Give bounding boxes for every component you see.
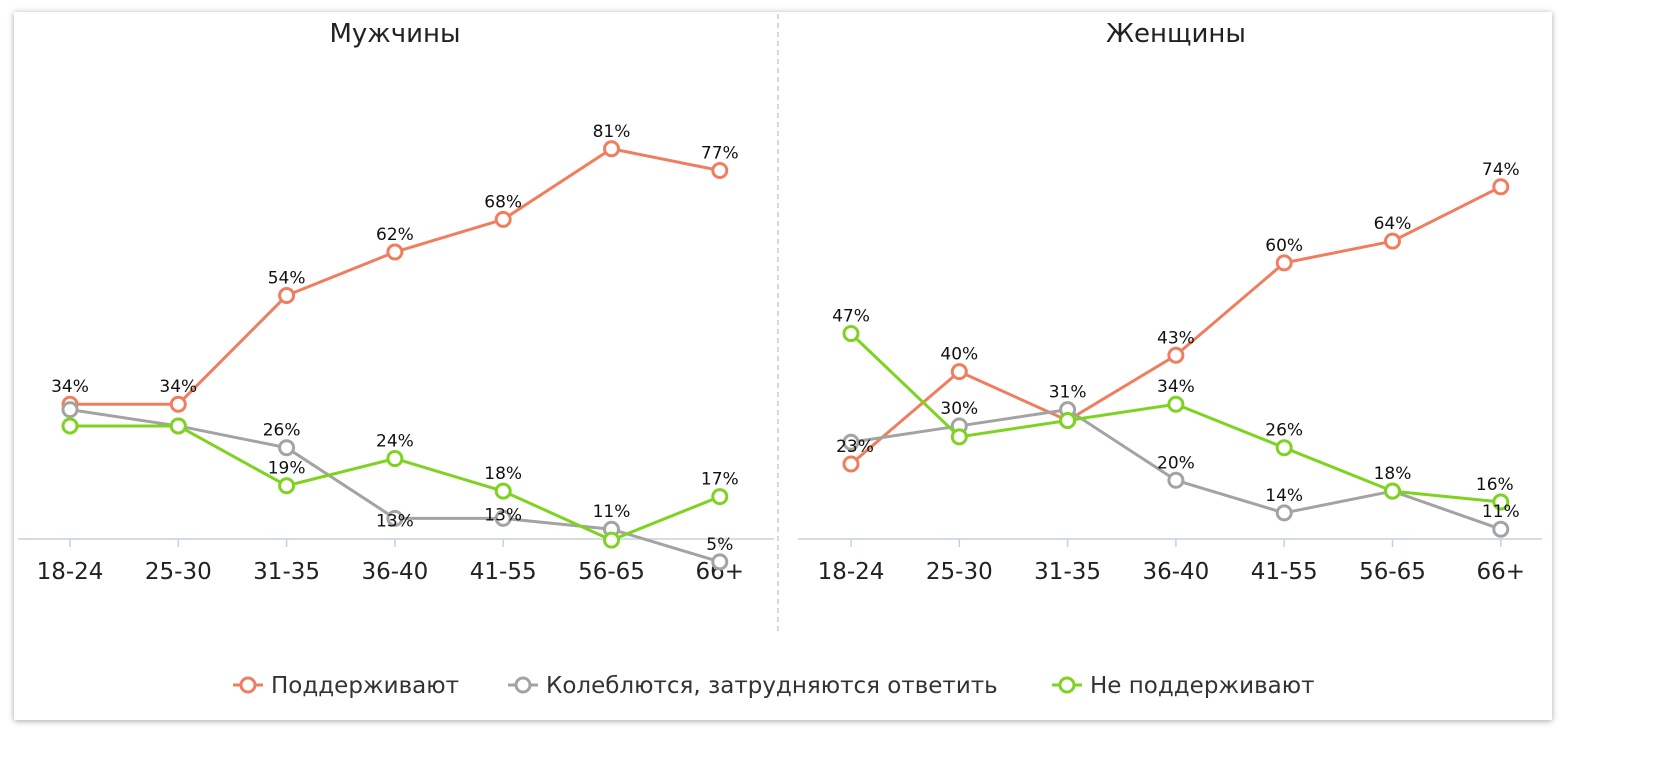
- data-point-hesitate[interactable]: [1167, 471, 1185, 489]
- data-label-hesitate: 11%: [1482, 502, 1520, 522]
- data-label-support: 34%: [159, 377, 197, 397]
- data-label-oppose: 34%: [1157, 377, 1195, 397]
- data-point-hesitate[interactable]: [1492, 520, 1510, 538]
- data-label-support: 64%: [1374, 214, 1412, 234]
- legend-label-oppose: Не поддерживают: [1090, 673, 1315, 699]
- data-point-hesitate[interactable]: [278, 439, 296, 457]
- data-point-support[interactable]: [603, 140, 620, 158]
- data-point-support[interactable]: [950, 363, 968, 381]
- data-label-hesitate: 5%: [706, 535, 733, 555]
- data-point-oppose[interactable]: [1059, 412, 1077, 430]
- data-label-hesitate: 31%: [1049, 383, 1087, 403]
- data-point-support[interactable]: [1492, 178, 1510, 196]
- data-label-support: 40%: [940, 345, 978, 365]
- data-point-support[interactable]: [711, 162, 729, 180]
- data-point-oppose[interactable]: [494, 482, 512, 500]
- data-label-hesitate: 11%: [593, 502, 631, 522]
- data-point-oppose[interactable]: [711, 488, 729, 506]
- x-tick-label: 36-40: [1142, 559, 1209, 585]
- data-point-support[interactable]: [1384, 232, 1401, 250]
- legend-item-oppose[interactable]: Не поддерживают: [1052, 673, 1315, 699]
- data-point-hesitate[interactable]: [711, 553, 729, 571]
- data-label-oppose: 17%: [701, 470, 739, 490]
- data-point-oppose[interactable]: [950, 428, 968, 446]
- data-point-hesitate[interactable]: [494, 509, 512, 527]
- legend: Поддерживают Колеблются, затрудняются от…: [233, 673, 1315, 699]
- x-tick-label: 25-30: [926, 559, 993, 585]
- data-point-hesitate[interactable]: [1275, 504, 1293, 522]
- data-label-support: 81%: [593, 122, 631, 142]
- data-label-oppose: 24%: [376, 432, 414, 452]
- data-label-support: 62%: [376, 225, 414, 245]
- panel-men: 18-24 25-30 31-35 36-40 41-55 56-65 66+34% 34%5…: [18, 122, 774, 585]
- data-point-oppose[interactable]: [169, 417, 187, 435]
- data-point-support[interactable]: [1275, 254, 1293, 272]
- panel-title-men: Мужчины: [329, 19, 460, 49]
- data-label-oppose: 26%: [1265, 421, 1303, 441]
- data-label-oppose: 16%: [1476, 475, 1514, 495]
- data-point-support[interactable]: [169, 395, 187, 413]
- data-point-oppose[interactable]: [603, 531, 620, 549]
- chart-canvas: Мужчины Женщины 18-24 25-30 31-35 36-40 41-5…: [18, 14, 1542, 699]
- data-point-support[interactable]: [494, 210, 512, 228]
- x-tick-label: 31-35: [253, 559, 320, 585]
- data-point-support[interactable]: [1167, 346, 1185, 364]
- series-line-support: [70, 147, 721, 406]
- data-point-hesitate[interactable]: [61, 401, 79, 419]
- data-label-support: 74%: [1482, 160, 1520, 180]
- data-label-support: 23%: [836, 437, 874, 457]
- data-point-support[interactable]: [386, 243, 404, 261]
- data-point-hesitate[interactable]: [842, 433, 860, 451]
- data-point-oppose[interactable]: [1167, 395, 1185, 413]
- x-tick-label: 41-55: [470, 559, 537, 585]
- x-tick-label: 18-24: [37, 559, 104, 585]
- x-tick-label: 25-30: [145, 559, 212, 585]
- data-label-support: 68%: [484, 192, 522, 212]
- panel-title-women: Женщины: [1106, 19, 1246, 49]
- x-tick-label: 56-65: [1359, 559, 1426, 585]
- data-label-hesitate: 20%: [1157, 453, 1195, 473]
- data-point-oppose[interactable]: [1384, 482, 1401, 500]
- data-label-hesitate: 30%: [940, 399, 978, 419]
- data-label-support: 77%: [701, 144, 739, 164]
- data-label-support: 54%: [268, 269, 306, 289]
- data-point-oppose[interactable]: [61, 417, 79, 435]
- data-label-oppose: 18%: [1374, 464, 1412, 484]
- data-label-oppose: 19%: [268, 459, 306, 479]
- legend-label-support: Поддерживают: [271, 673, 459, 699]
- data-label-hesitate: 26%: [263, 421, 301, 441]
- data-point-oppose[interactable]: [386, 450, 404, 468]
- x-tick-label: 31-35: [1034, 559, 1101, 585]
- data-label-hesitate: 13%: [376, 511, 414, 531]
- data-point-oppose[interactable]: [1492, 493, 1510, 511]
- data-label-hesitate: 13%: [484, 505, 522, 525]
- data-point-hesitate[interactable]: [386, 509, 404, 527]
- data-label-oppose: 18%: [484, 464, 522, 484]
- data-point-oppose[interactable]: [842, 325, 860, 343]
- chart-card: Мужчины Женщины 18-24 25-30 31-35 36-40 41-5…: [14, 12, 1552, 720]
- x-tick-label: 18-24: [818, 559, 885, 585]
- legend-item-hesitate[interactable]: Колеблются, затрудняются ответить: [508, 673, 998, 699]
- data-point-support[interactable]: [278, 287, 296, 305]
- data-point-oppose[interactable]: [1275, 439, 1293, 457]
- x-tick-label: 66+: [1477, 559, 1526, 585]
- data-label-hesitate: 14%: [1265, 486, 1303, 506]
- data-label-oppose: 47%: [832, 307, 870, 327]
- panel-women: 18-24 25-30 31-35 36-40 41-55 56-65 66+ 23% 40% 4…: [798, 160, 1542, 585]
- x-tick-label: 41-55: [1251, 559, 1318, 585]
- legend-item-support[interactable]: Поддерживают: [233, 673, 459, 699]
- x-tick-label: 36-40: [361, 559, 428, 585]
- data-label-support: 34%: [51, 377, 89, 397]
- data-point-oppose[interactable]: [278, 477, 296, 495]
- legend-label-hesitate: Колеблются, затрудняются ответить: [546, 673, 998, 699]
- x-tick-label: 56-65: [578, 559, 645, 585]
- data-label-support: 60%: [1265, 236, 1303, 256]
- data-label-support: 43%: [1157, 328, 1195, 348]
- data-point-support[interactable]: [842, 455, 860, 473]
